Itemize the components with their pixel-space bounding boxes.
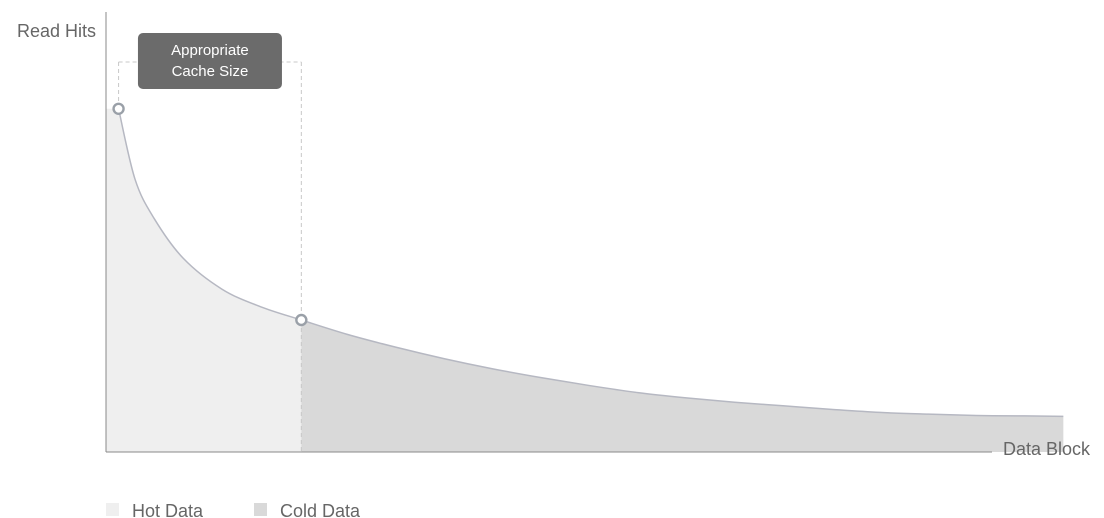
legend-label-cold-data: Cold Data bbox=[280, 501, 361, 518]
annotation-line-1: Appropriate bbox=[171, 42, 249, 59]
annotation-box bbox=[137, 33, 282, 89]
legend-label-hot-data: Hot Data bbox=[132, 501, 204, 518]
y-axis-label: Read Hits bbox=[17, 21, 96, 41]
legend-swatch-cold-data bbox=[254, 503, 267, 516]
cold-data-region bbox=[301, 320, 1064, 452]
annotation-line-2: Cache Size bbox=[172, 63, 249, 80]
plot-layer: Appropriate Cache Size bbox=[106, 33, 1064, 453]
read-hits-series-line bbox=[117, 108, 1064, 418]
legend: Hot Data Cold Data bbox=[106, 501, 361, 518]
curve-start-marker bbox=[112, 102, 125, 116]
legend-swatch-hot-data bbox=[106, 503, 119, 516]
x-axis-label: Data Block bbox=[1003, 439, 1091, 459]
hot-data-region bbox=[106, 108, 302, 453]
cache-size-threshold-marker bbox=[295, 313, 308, 327]
